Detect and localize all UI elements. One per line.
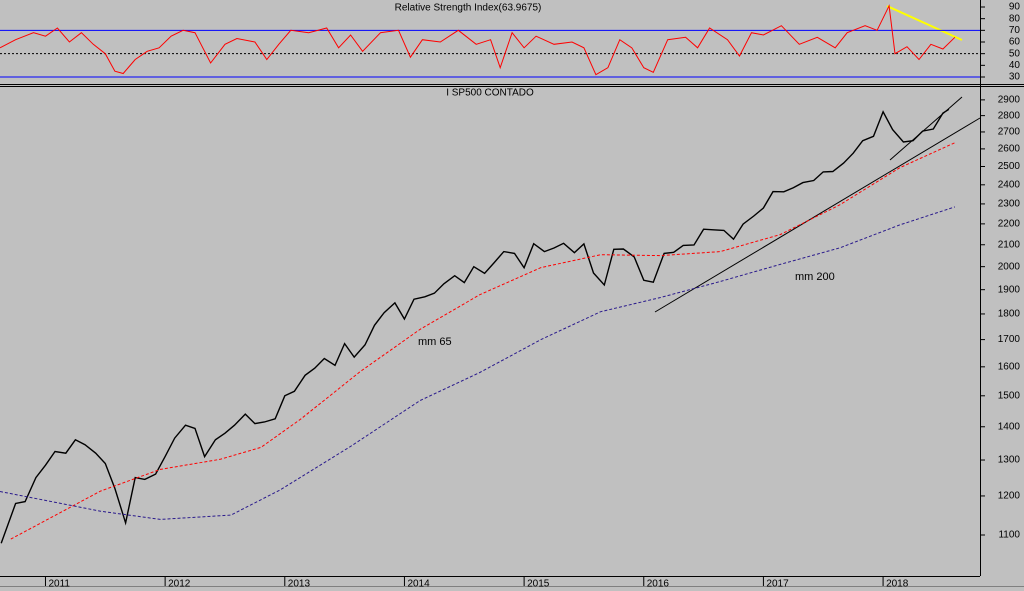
y-tick-label: 1300 xyxy=(998,455,1021,466)
y-tick-label: 2400 xyxy=(998,179,1021,190)
x-tick-label: 2012 xyxy=(168,579,191,590)
y-tick-label: 40 xyxy=(1009,60,1021,71)
trend-line xyxy=(889,96,963,161)
y-tick-label: 1500 xyxy=(998,390,1021,401)
y-tick-label: 90 xyxy=(1009,2,1021,13)
y-tick-label: 30 xyxy=(1009,72,1021,83)
panel-title: Relative Strength Index(63.9675) xyxy=(395,3,542,14)
x-tick-label: 2018 xyxy=(886,579,909,590)
rsi-trend-line xyxy=(886,5,963,41)
series-line xyxy=(0,108,950,544)
y-tick-label: 2500 xyxy=(998,161,1021,172)
y-tick-label: 1600 xyxy=(998,361,1021,372)
panel-title: I SP500 CONTADO xyxy=(446,88,534,99)
x-tick-label: 2016 xyxy=(647,579,670,590)
y-tick-label: 1100 xyxy=(998,530,1020,541)
y-tick-label: 1200 xyxy=(998,491,1021,502)
y-tick-label: 1700 xyxy=(998,334,1021,345)
trend-line xyxy=(654,117,981,313)
y-tick-label: 2300 xyxy=(998,199,1021,210)
series-label: mm 65 xyxy=(418,336,452,348)
y-tick-label: 2000 xyxy=(998,261,1021,272)
y-tick-label: 2700 xyxy=(998,127,1021,138)
y-tick-label: 2100 xyxy=(998,239,1021,250)
series-line xyxy=(0,4,956,76)
y-tick-label: 1800 xyxy=(998,309,1021,320)
x-tick-label: 2014 xyxy=(407,579,430,590)
x-tick-label: 2011 xyxy=(48,579,70,590)
x-tick-label: 2017 xyxy=(766,579,789,590)
y-tick-label: 60 xyxy=(1009,37,1021,48)
y-tick-label: 2600 xyxy=(998,144,1021,155)
y-tick-label: 2200 xyxy=(998,219,1021,230)
series-label: mm 200 xyxy=(795,271,835,283)
y-tick-label: 2900 xyxy=(998,95,1021,106)
series-line xyxy=(10,142,956,540)
y-tick-label: 2800 xyxy=(998,110,1021,121)
x-tick-label: 2013 xyxy=(288,579,311,590)
y-tick-label: 1900 xyxy=(998,284,1021,295)
y-tick-label: 70 xyxy=(1009,25,1021,36)
y-tick-label: 80 xyxy=(1009,13,1021,24)
series-line xyxy=(0,206,956,520)
y-tick-label: 1400 xyxy=(998,421,1021,432)
x-tick-label: 2015 xyxy=(527,579,550,590)
y-tick-label: 50 xyxy=(1009,48,1021,59)
